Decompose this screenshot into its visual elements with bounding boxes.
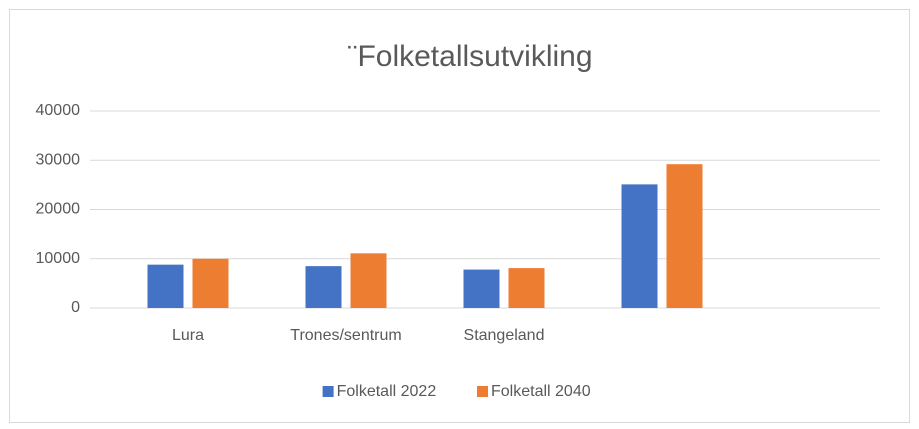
bar xyxy=(147,264,184,308)
y-tick-label: 40000 xyxy=(36,102,81,119)
bar xyxy=(463,269,500,308)
y-tick-label: 20000 xyxy=(36,201,81,218)
bar xyxy=(192,258,229,308)
bar xyxy=(305,266,342,308)
x-tick-label: Lura xyxy=(172,327,204,344)
chart-title: ¨Folketallsutvikling xyxy=(347,40,592,73)
legend-label: Folketall 2040 xyxy=(491,383,591,400)
x-tick-label: Trones/sentrum xyxy=(290,327,401,344)
legend-swatch xyxy=(477,386,488,397)
y-tick-label: 0 xyxy=(71,299,80,316)
bar xyxy=(350,253,387,308)
legend-swatch xyxy=(322,386,334,397)
bar xyxy=(666,164,703,308)
bar xyxy=(508,268,545,308)
bar xyxy=(621,184,658,308)
chart-border xyxy=(9,9,910,423)
legend-label: Folketall 2022 xyxy=(337,383,437,400)
y-tick-label: 30000 xyxy=(36,151,81,168)
y-tick-label: 10000 xyxy=(36,250,81,267)
x-tick-label: Stangeland xyxy=(464,327,545,344)
